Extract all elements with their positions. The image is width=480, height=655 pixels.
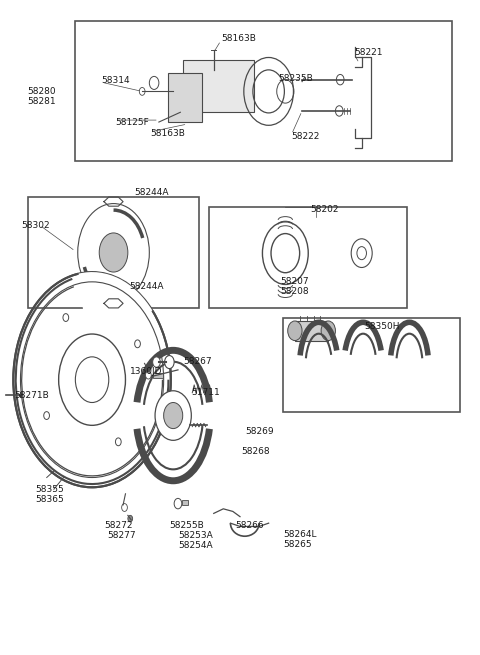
Text: 58244A: 58244A (129, 282, 164, 291)
Text: 58221: 58221 (355, 48, 383, 58)
Circle shape (288, 321, 302, 341)
Circle shape (75, 357, 109, 403)
Circle shape (135, 340, 140, 348)
Circle shape (174, 498, 182, 509)
Text: 58302: 58302 (22, 221, 50, 230)
Text: 58222: 58222 (291, 132, 320, 141)
Circle shape (336, 105, 343, 116)
Bar (153, 373, 163, 379)
Text: 58281: 58281 (28, 97, 56, 105)
Bar (182, 500, 188, 505)
Text: 58365: 58365 (35, 495, 63, 504)
Text: 58264L: 58264L (283, 530, 316, 539)
Text: 58253A: 58253A (178, 531, 213, 540)
Text: 58269: 58269 (246, 427, 275, 436)
Circle shape (44, 411, 49, 419)
Circle shape (153, 357, 160, 367)
Text: 58202: 58202 (311, 205, 339, 214)
PathPatch shape (168, 73, 202, 122)
Text: 58277: 58277 (108, 531, 136, 540)
Circle shape (145, 371, 151, 379)
Bar (75, 21, 452, 161)
Circle shape (165, 356, 174, 369)
Circle shape (99, 233, 128, 272)
Bar (283, 318, 459, 412)
PathPatch shape (183, 60, 254, 112)
Text: 58350H: 58350H (364, 322, 399, 331)
Circle shape (128, 515, 132, 522)
Text: 58208: 58208 (281, 287, 309, 296)
Text: 51711: 51711 (192, 388, 220, 396)
Text: 58235B: 58235B (278, 74, 313, 83)
Circle shape (321, 321, 336, 341)
Text: 58254A: 58254A (178, 541, 213, 550)
Bar (209, 207, 407, 308)
Text: 58355: 58355 (35, 485, 63, 495)
Circle shape (121, 504, 127, 512)
Text: 58271B: 58271B (15, 391, 49, 400)
Bar (28, 197, 199, 308)
Circle shape (139, 88, 145, 96)
Text: 58244A: 58244A (134, 188, 168, 197)
Text: 58272: 58272 (104, 521, 132, 531)
Text: 58280: 58280 (28, 87, 56, 96)
Text: 1360JD: 1360JD (130, 367, 163, 377)
Text: 58314: 58314 (102, 77, 130, 85)
Text: 58267: 58267 (184, 357, 212, 366)
Text: 58266: 58266 (235, 521, 264, 531)
Text: 58125F: 58125F (115, 118, 149, 127)
Text: 58163B: 58163B (150, 129, 185, 138)
Text: 58163B: 58163B (221, 34, 256, 43)
Wedge shape (78, 272, 152, 380)
Circle shape (116, 438, 121, 445)
Bar (295, 321, 328, 341)
Circle shape (336, 75, 344, 85)
Text: 58255B: 58255B (169, 521, 204, 531)
Circle shape (155, 391, 192, 440)
Text: 58207: 58207 (281, 277, 309, 286)
Circle shape (164, 403, 183, 428)
Text: 58268: 58268 (241, 447, 270, 456)
Text: 58265: 58265 (283, 540, 312, 548)
Circle shape (63, 314, 69, 322)
